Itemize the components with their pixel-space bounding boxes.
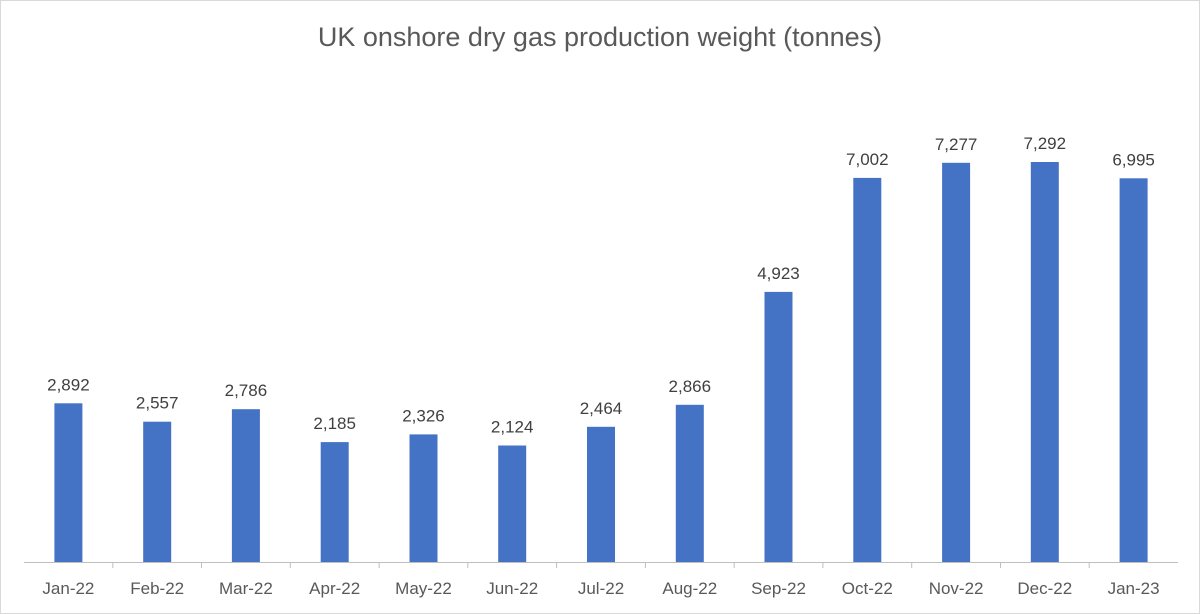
x-tick-label: Jan-23 xyxy=(1108,579,1160,598)
data-label: 2,866 xyxy=(669,377,712,396)
bar-aug-22 xyxy=(675,404,704,562)
x-tick-label: Jul-22 xyxy=(578,579,624,598)
bar-jun-22 xyxy=(498,445,527,562)
x-tick-label: Apr-22 xyxy=(309,579,360,598)
data-label: 2,786 xyxy=(225,381,268,400)
x-tick-label: May-22 xyxy=(395,579,452,598)
data-labels-layer: 2,892 2,557 2,786 2,185 2,326 2,124 2,464 2,866… xyxy=(47,134,1155,437)
x-tick-label: Jun-22 xyxy=(486,579,538,598)
bar-oct-22 xyxy=(853,177,882,562)
x-tick-label: Feb-22 xyxy=(130,579,184,598)
bar-nov-22 xyxy=(942,162,971,563)
bar-apr-22 xyxy=(320,442,349,562)
x-tick-label: Dec-22 xyxy=(1017,579,1072,598)
x-ticks-layer: Jan-22 Feb-22 Mar-22 Apr-22 May-22 Jun-22 Jul-… xyxy=(42,562,1160,598)
data-label: 6,995 xyxy=(1112,150,1155,169)
bar-feb-22 xyxy=(143,421,172,562)
data-label: 2,185 xyxy=(313,414,356,433)
x-tick-label: Aug-22 xyxy=(662,579,717,598)
bar-jul-22 xyxy=(587,426,615,562)
data-label: 7,277 xyxy=(935,135,978,154)
data-label: 2,892 xyxy=(47,375,90,394)
data-label: 2,124 xyxy=(491,418,534,437)
data-label: 7,292 xyxy=(1024,134,1067,153)
x-tick-label: Sep-22 xyxy=(751,579,806,598)
x-tick-label: Mar-22 xyxy=(219,579,273,598)
data-label: 2,326 xyxy=(402,406,445,425)
x-tick-label: Oct-22 xyxy=(842,579,893,598)
bar-dec-22 xyxy=(1030,162,1059,562)
bars-layer xyxy=(54,162,1148,563)
data-label: 7,002 xyxy=(846,150,889,169)
data-label: 4,923 xyxy=(757,264,800,283)
x-tick-label: Jan-22 xyxy=(42,579,94,598)
bar-mar-22 xyxy=(231,409,260,562)
bar-jan-22 xyxy=(54,403,83,562)
bar-jan-23 xyxy=(1119,178,1148,563)
chart-title: UK onshore dry gas production weight (to… xyxy=(317,22,883,52)
x-tick-label: Nov-22 xyxy=(929,579,984,598)
data-label: 2,464 xyxy=(580,399,623,418)
data-label: 2,557 xyxy=(136,394,179,413)
bar-sep-22 xyxy=(764,291,793,562)
bar-may-22 xyxy=(409,434,438,562)
